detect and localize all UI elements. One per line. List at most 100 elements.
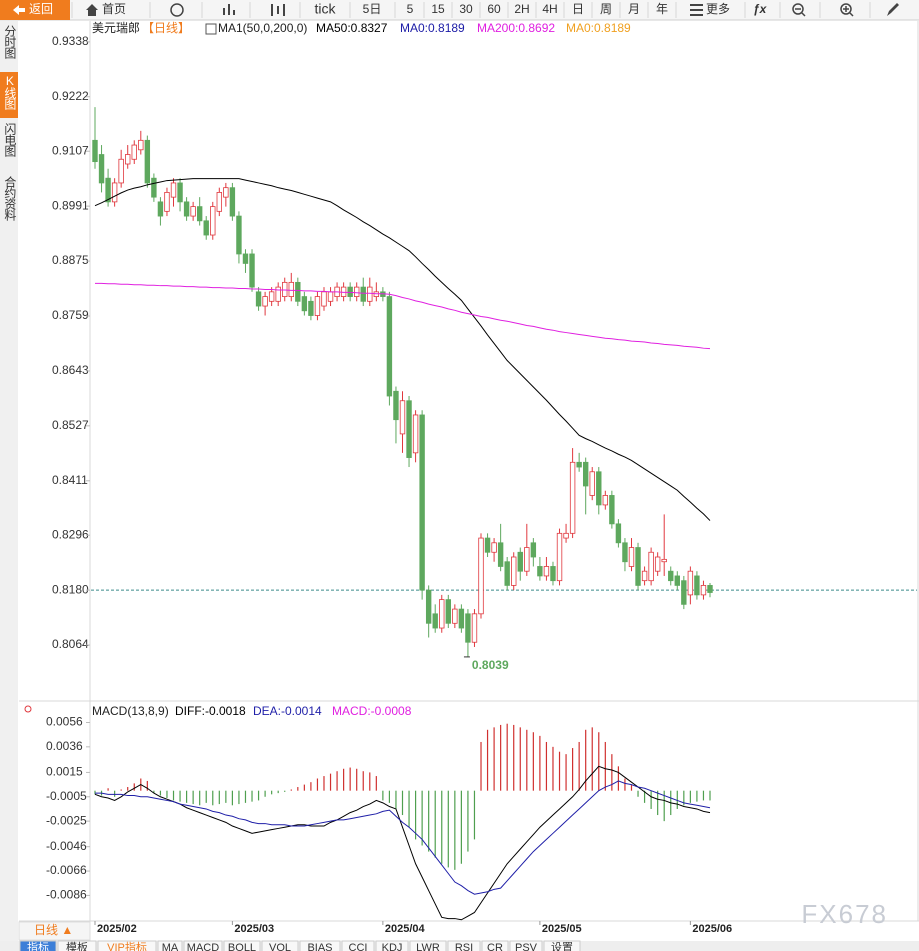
ma-line [94, 178, 711, 521]
tab[interactable] [299, 940, 341, 951]
tab[interactable] [341, 940, 375, 951]
tab-label[interactable]: VIP指标 [107, 940, 147, 951]
x-tick-label: 2025/04 [385, 923, 426, 935]
candle-body [569, 461, 576, 534]
candle-body [399, 400, 406, 435]
candle-body [229, 187, 236, 217]
period-button-label[interactable]: 日线 ▲ [34, 923, 73, 937]
candle-body [674, 575, 680, 586]
candle-body [471, 613, 478, 643]
candle-body [275, 286, 281, 302]
period-option[interactable]: 2H [514, 2, 529, 16]
back-button[interactable] [0, 0, 70, 20]
tab-label[interactable]: 模板 [66, 940, 88, 951]
tab-label[interactable]: MA [162, 942, 179, 951]
tab-label[interactable]: MACD [187, 942, 219, 951]
macd-line [95, 780, 711, 895]
candle-icon[interactable] [271, 4, 285, 16]
candle-body [98, 154, 105, 184]
candle-body [92, 139, 98, 163]
tab[interactable] [97, 940, 157, 951]
more-label[interactable]: 更多 [706, 2, 730, 16]
period-label: 【日线】 [142, 21, 190, 35]
y-tick-label: 0.8527 [52, 418, 89, 432]
period-option[interactable]: 5日 [363, 2, 382, 16]
candle-body [406, 400, 412, 458]
chart-icon[interactable] [223, 4, 235, 15]
tab-label[interactable]: 设置 [551, 941, 573, 951]
period-button[interactable] [18, 921, 91, 941]
sidebar-tab[interactable]: 合约资料 [3, 175, 17, 221]
candle-body [582, 461, 589, 487]
refresh-icon[interactable] [170, 3, 184, 17]
candle-body [602, 495, 609, 506]
period-option[interactable]: 月 [628, 2, 640, 16]
tab-label[interactable]: CR [487, 942, 503, 951]
period-option[interactable]: 15 [431, 2, 445, 16]
x-tick-label: 2025/05 [542, 923, 582, 935]
candle-body [249, 253, 255, 288]
tab-label[interactable]: LWR [416, 942, 440, 951]
tab[interactable] [57, 940, 97, 951]
candle-body [125, 154, 131, 165]
more-icon[interactable] [690, 4, 703, 16]
y-tick-label: 0.0056 [46, 715, 83, 729]
tab[interactable] [19, 940, 57, 951]
tab-label[interactable]: BIAS [307, 942, 332, 951]
tab[interactable] [223, 940, 261, 951]
tab-label[interactable]: CCI [349, 942, 368, 951]
period-option[interactable]: 30 [459, 2, 473, 16]
indicator-icon[interactable] [205, 23, 217, 35]
tab[interactable] [157, 940, 183, 951]
period-option[interactable]: tick [315, 1, 337, 17]
tab-label[interactable]: PSV [515, 942, 538, 951]
zoom-in-icon[interactable] [840, 3, 854, 17]
tab[interactable] [409, 940, 447, 951]
candle-body [386, 296, 393, 397]
tab[interactable] [481, 940, 509, 951]
home-label[interactable]: 首页 [102, 2, 126, 16]
legend-macd: MACD:-0.0008 [332, 704, 412, 718]
legend-ma50: MA50:0.8327 [316, 21, 388, 35]
indicator-label: MA1(50,0,200,0) [218, 21, 307, 35]
candle-body [170, 182, 177, 198]
y-tick-label: 0.8296 [52, 527, 89, 541]
draw-icon[interactable] [887, 3, 899, 16]
candle-body [321, 291, 327, 307]
sidebar-tab[interactable]: 分时图 [3, 25, 17, 59]
tab[interactable] [509, 940, 543, 951]
sidebar-tab[interactable]: 闪电图 [3, 123, 17, 157]
candle-body [144, 139, 151, 184]
tab[interactable] [261, 940, 299, 951]
tab-label[interactable]: VOL [269, 942, 291, 951]
tab-label[interactable]: BOLL [228, 942, 256, 951]
candle-body [648, 551, 654, 582]
tab[interactable] [447, 940, 481, 951]
candle-body [452, 608, 458, 624]
period-option[interactable]: 日 [572, 2, 584, 16]
tabs: 指标 模板 VIP指标 MA MACD BOLL VOL BIAS CCI KDJ LWR RSI CR… [19, 940, 581, 951]
y-tick-label: 0.8411 [52, 473, 88, 487]
tab[interactable] [183, 940, 223, 951]
period-option[interactable]: 4H [542, 2, 557, 16]
zoom-out-icon[interactable] [792, 3, 806, 17]
legend-dea: DEA:-0.0014 [253, 704, 322, 718]
period-option[interactable]: 5 [407, 2, 414, 16]
y-tick-label: 0.9107 [52, 143, 89, 157]
tab[interactable] [375, 940, 409, 951]
tab[interactable] [543, 940, 581, 951]
tab-label[interactable]: KDJ [382, 942, 403, 951]
tab-label[interactable]: RSI [455, 942, 473, 951]
period-option[interactable]: 60 [487, 2, 501, 16]
sidebar-tab[interactable]: K线图 [3, 74, 17, 110]
candle-body [609, 495, 615, 525]
macd-settings-icon[interactable] [24, 705, 32, 713]
period-option[interactable]: 周 [600, 2, 612, 16]
y-tick-label: -0.0046 [46, 839, 87, 853]
back-label[interactable]: 返回 [29, 2, 53, 16]
tab-label[interactable]: 指标 [27, 940, 49, 951]
candle-body [295, 281, 301, 302]
period-option[interactable]: 年 [656, 2, 668, 16]
legend-diff: DIFF:-0.0018 [175, 704, 246, 718]
fx-icon[interactable]: ƒx [753, 2, 768, 16]
